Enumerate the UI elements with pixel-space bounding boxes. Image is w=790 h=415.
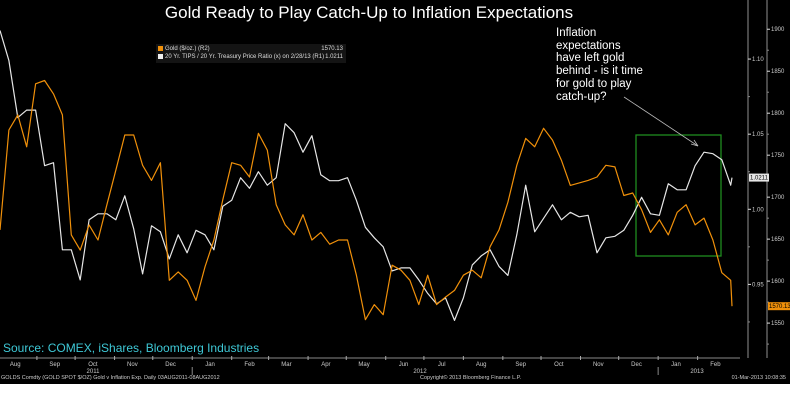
x-tick-label: Sep (49, 362, 60, 368)
x-year-label: 2012 (413, 369, 427, 375)
legend-item-gold: Gold ($/oz.) (R2) 1570.13 (158, 45, 343, 53)
r2-tick-label: 1600 (771, 279, 785, 285)
x-year-label: 2011 (87, 369, 101, 375)
last-value-label: 1.0211 (750, 176, 769, 182)
tips-ratio-line (0, 30, 733, 321)
x-tick-label: Jan (205, 362, 215, 368)
x-tick-label: Apr (321, 362, 330, 368)
gold-last-value-marker (768, 302, 790, 311)
legend: Gold ($/oz.) (R2) 1570.13 20 Yr. TIPS / … (156, 44, 346, 63)
x-tick-label: Dec (631, 362, 642, 368)
r2-tick-label: 1800 (771, 111, 785, 117)
footer-copyright: Copyright© 2013 Bloomberg Finance L.P. (420, 375, 522, 381)
source-note: Source: COMEX, iShares, Bloomberg Indust… (3, 341, 260, 355)
r2-tick-label: 1700 (771, 195, 785, 201)
x-tick-label: Jan (671, 362, 681, 368)
legend-label-tips: 20 Yr. TIPS / 20 Yr. Treasury Price Rati… (165, 54, 325, 60)
r1-tick-label: 0.95 (752, 282, 764, 288)
x-tick-label: Dec (165, 362, 176, 368)
footer: GOLDS Comdty (GOLD SPOT $/OZ) Gold v Inf… (0, 375, 790, 384)
r2-tick-label: 1550 (771, 321, 785, 327)
r2-tick-label: 1900 (771, 27, 785, 33)
legend-value-gold: 1570.13 (321, 46, 343, 52)
x-tick-label: Feb (710, 362, 721, 368)
legend-swatch-gold (158, 45, 163, 51)
x-tick-label: Sep (515, 362, 526, 368)
annotation-text: Inflation expectations have left gold be… (556, 27, 643, 103)
r2-tick-label: 1850 (771, 69, 785, 75)
gold-price-line (0, 79, 733, 321)
r1-tick-label: 1.10 (752, 57, 764, 63)
footer-left: GOLDS Comdty (GOLD SPOT $/OZ) Gold v Inf… (1, 375, 220, 381)
chart-plot: 0.95 1.00 1.05 1.10 1550 1600 1650 1700 1750 1800… (0, 0, 790, 375)
x-tick-label: Jul (438, 362, 446, 368)
x-tick-label: Nov (127, 362, 138, 368)
x-tick-label: Oct (88, 362, 98, 368)
highlight-box (635, 134, 722, 257)
tips-last-value-marker (749, 173, 769, 182)
last-value-label: 1570.13 (769, 304, 790, 310)
r1-tick-label: 1.00 (752, 207, 764, 213)
x-tick-label: Jun (399, 362, 409, 368)
footer-timestamp: 01-Mar-2013 10:08:35 (731, 375, 786, 381)
annotation-arrow (623, 96, 699, 147)
legend-item-tips: 20 Yr. TIPS / 20 Yr. Treasury Price Rati… (158, 53, 343, 61)
r1-tick-label: 1.05 (752, 132, 764, 138)
x-tick-label: Feb (244, 362, 255, 368)
x-tick-label: Aug (476, 362, 487, 368)
x-tick-label: Aug (10, 362, 21, 368)
x-tick-label: Nov (593, 362, 604, 368)
x-year-label: 2013 (690, 369, 704, 375)
r2-tick-label: 1650 (771, 237, 785, 243)
x-tick-label: May (358, 362, 369, 368)
chart-title: Gold Ready to Play Catch-Up to Inflation… (164, 3, 574, 22)
r2-tick-label: 1750 (771, 153, 785, 159)
legend-label-gold: Gold ($/oz.) (R2) (165, 46, 210, 52)
chart-background (0, 0, 790, 384)
x-tick-label: Mar (281, 362, 291, 368)
legend-swatch-tips (158, 53, 163, 59)
x-tick-label: Oct (554, 362, 564, 368)
legend-value-tips: 1.0211 (325, 54, 343, 60)
